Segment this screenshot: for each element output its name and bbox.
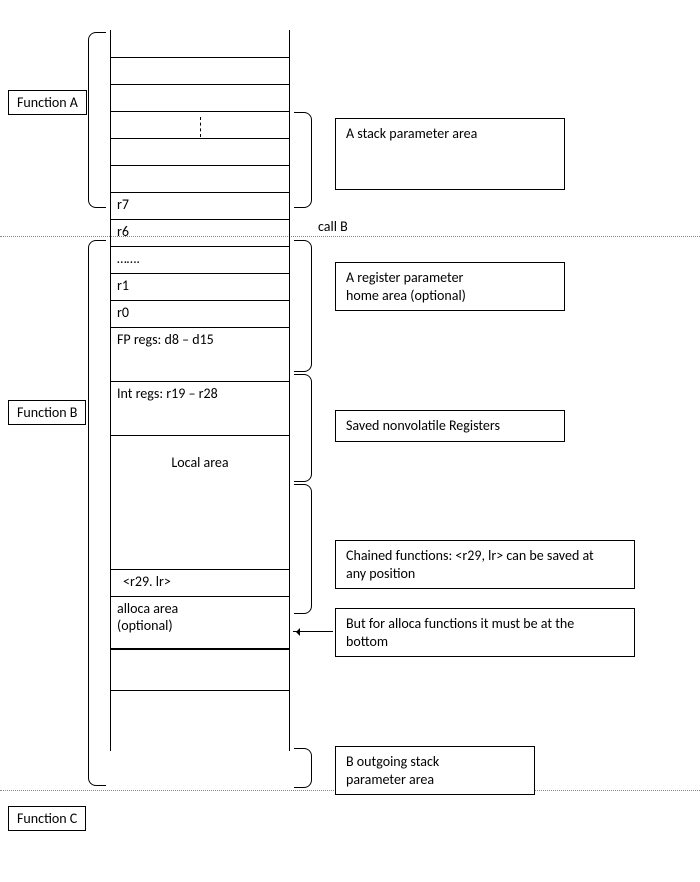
brace-chained [294, 484, 312, 614]
cell-fpregs: FP regs: d8 – d15 [117, 331, 214, 348]
arrow-to-r29lr [293, 631, 333, 632]
brace-b-outgoing [294, 748, 312, 788]
row-r6: r6 [111, 219, 289, 246]
label-function-b: Function B [8, 400, 86, 425]
row-c-blank [111, 717, 289, 751]
cell-r29lr: <r29. lr> [117, 573, 171, 590]
row-r7: r7 [111, 192, 289, 219]
cell-dots: ……. [117, 250, 140, 267]
row-a-param-dots [111, 111, 289, 138]
row-dots: ……. [111, 246, 289, 273]
desc-saved-nv: Saved nonvolatile Registers [335, 410, 565, 442]
desc-a-stack-param: A stack parameter area [335, 118, 565, 190]
brace-saved-nv [294, 374, 312, 482]
cell-alloca1: alloca area [117, 600, 178, 617]
cell-r0: r0 [117, 304, 129, 321]
row-r1: r1 [111, 273, 289, 300]
row-c-start [111, 690, 289, 717]
row-r0: r0 [111, 300, 289, 327]
label-function-a: Function A [8, 90, 87, 115]
row-a-param1 [111, 84, 289, 111]
row-a-param3 [111, 138, 289, 165]
desc-b-outgoing: B outgoing stack parameter area [335, 746, 535, 795]
row-a-blank3 [111, 165, 289, 192]
brace-a-stack-param [294, 112, 312, 208]
desc-chained: Chained functions: <r29, lr> can be save… [335, 540, 635, 589]
row-r29lr: <r29. lr> [111, 569, 289, 596]
label-call-b: call B [318, 218, 348, 235]
dotted-line-ab [0, 236, 700, 237]
cell-intregs: Int regs: r19 – r28 [117, 385, 218, 402]
brace-a-reg-home [294, 240, 312, 372]
cell-local: Local area [171, 454, 228, 471]
row-a-blank1 [111, 30, 289, 57]
cell-r1: r1 [117, 277, 129, 294]
row-local: Local area [111, 435, 289, 515]
brace-fn-b [88, 240, 106, 786]
brace-fn-a [88, 32, 106, 208]
cell-r7: r7 [117, 196, 129, 213]
row-a-blank2 [111, 57, 289, 84]
row-fpregs: FP regs: d8 – d15 [111, 327, 289, 381]
cell-r6: r6 [117, 223, 129, 240]
row-b-outgoing [111, 650, 289, 690]
label-function-c: Function C [8, 806, 86, 831]
cell-alloca2: (optional) [117, 617, 173, 634]
row-local-pad [111, 515, 289, 569]
desc-but-alloca: But for alloca functions it must be at t… [335, 608, 635, 657]
row-intregs: Int regs: r19 – r28 [111, 381, 289, 435]
stack-column: r7 r6 ……. r1 r0 FP regs: d8 – d15 Int re… [110, 30, 290, 751]
row-alloca: alloca area (optional) [111, 596, 289, 650]
desc-a-reg-home: A register parameter home area (optional… [335, 262, 565, 311]
